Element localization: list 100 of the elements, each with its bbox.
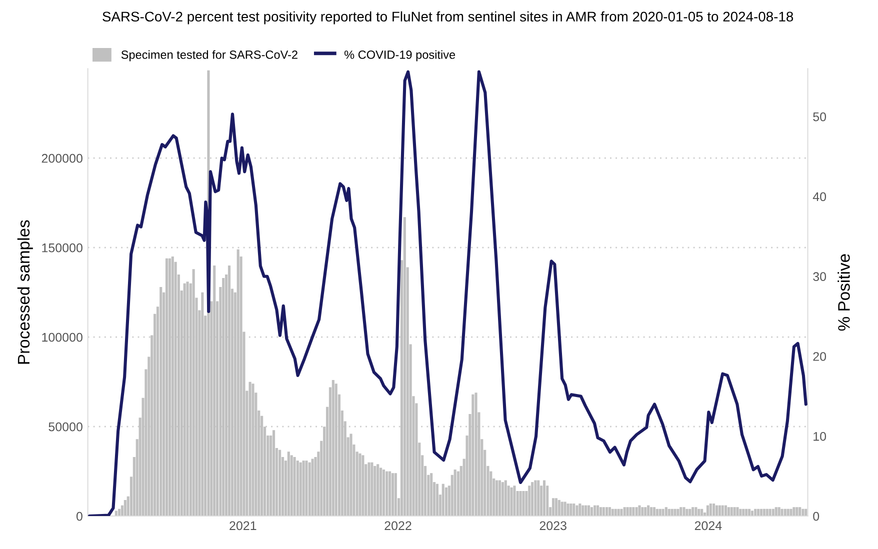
bar [370,462,374,516]
bar [302,460,305,516]
bar [454,470,456,516]
bar [570,504,572,516]
bar [362,455,364,516]
bar [576,505,578,516]
bar [504,480,507,516]
bar [537,480,540,516]
bar [442,484,444,516]
bar [474,392,478,516]
y-tick-label: 0 [76,512,82,521]
bar [712,504,716,516]
bar [391,473,394,516]
legend-label: Specimen tested for SARS-CoV-2 [121,50,298,62]
bar [386,471,388,516]
y2-tick-label: 20 [813,352,826,361]
bar [692,507,694,516]
bar [430,473,433,516]
bar [796,507,798,516]
bar [334,384,338,516]
bar [498,480,502,516]
bar [798,507,802,516]
bar [733,507,736,516]
bar [444,487,448,516]
bar [552,498,555,516]
bar [380,468,382,516]
bar [682,507,686,516]
legend-label: % COVID-19 positive [344,50,456,62]
bar [296,460,299,516]
y-tick-label: 200000 [42,154,82,163]
y-tick-label: 100000 [42,332,82,342]
bar [635,507,638,516]
bar [501,482,504,516]
bar [778,507,780,516]
bar [780,508,784,516]
line-series [88,70,808,516]
bar [620,508,623,516]
x-tick-label: 2021 [230,521,256,530]
bar [374,466,376,516]
bar [308,462,311,516]
bar [730,507,733,516]
bar [382,470,386,516]
bar [632,507,635,516]
bar [201,292,204,516]
chart-title: SARS-CoV-2 percent test positivity reported to FluNet from sentinel sites in AMR from 2020-01-05 to 2024-08-18 [102,11,794,24]
bar [272,430,276,516]
bar [652,507,656,516]
bar [496,480,498,516]
bar [650,507,653,516]
bar [578,504,582,516]
y2-tick-label: 50 [813,112,826,122]
x-tick-label: 2022 [384,521,412,530]
bar [293,457,296,516]
bar [680,507,682,516]
bar [750,510,754,516]
bar [403,217,406,516]
bar [114,510,118,516]
bar [290,455,293,516]
bar [694,507,698,516]
y2-tick-label: 30 [813,272,826,282]
bar [558,500,560,516]
bar [792,507,796,516]
bar [376,464,380,516]
bar [560,502,564,516]
bar [278,450,282,516]
bar [299,462,302,516]
bar [721,505,724,516]
y-tick-label: 50000 [48,422,82,432]
bar [664,507,668,516]
bar [368,462,370,516]
bar [513,486,516,516]
bar [587,505,590,516]
bar [590,507,593,516]
bar [706,505,709,516]
bar [332,380,334,516]
bar [641,507,644,516]
bar [774,507,778,516]
bar [287,452,290,516]
bar [623,507,626,516]
bar [605,507,608,516]
bar [582,505,584,516]
y2-axis-title: % Positive [838,254,850,331]
bar [564,502,566,516]
bar [248,382,252,516]
bar [584,505,588,516]
bar [724,505,727,516]
bar [644,507,647,516]
bar [528,486,531,516]
bar [165,258,168,516]
bar [531,482,534,516]
bar [394,473,397,516]
x-tick-label: 2024 [694,521,722,530]
bar [554,498,558,516]
bar [626,507,629,516]
bar [594,505,596,516]
bar [709,504,712,516]
bar [608,507,611,516]
bar [534,480,537,516]
bar [727,507,730,516]
bar [186,282,189,516]
